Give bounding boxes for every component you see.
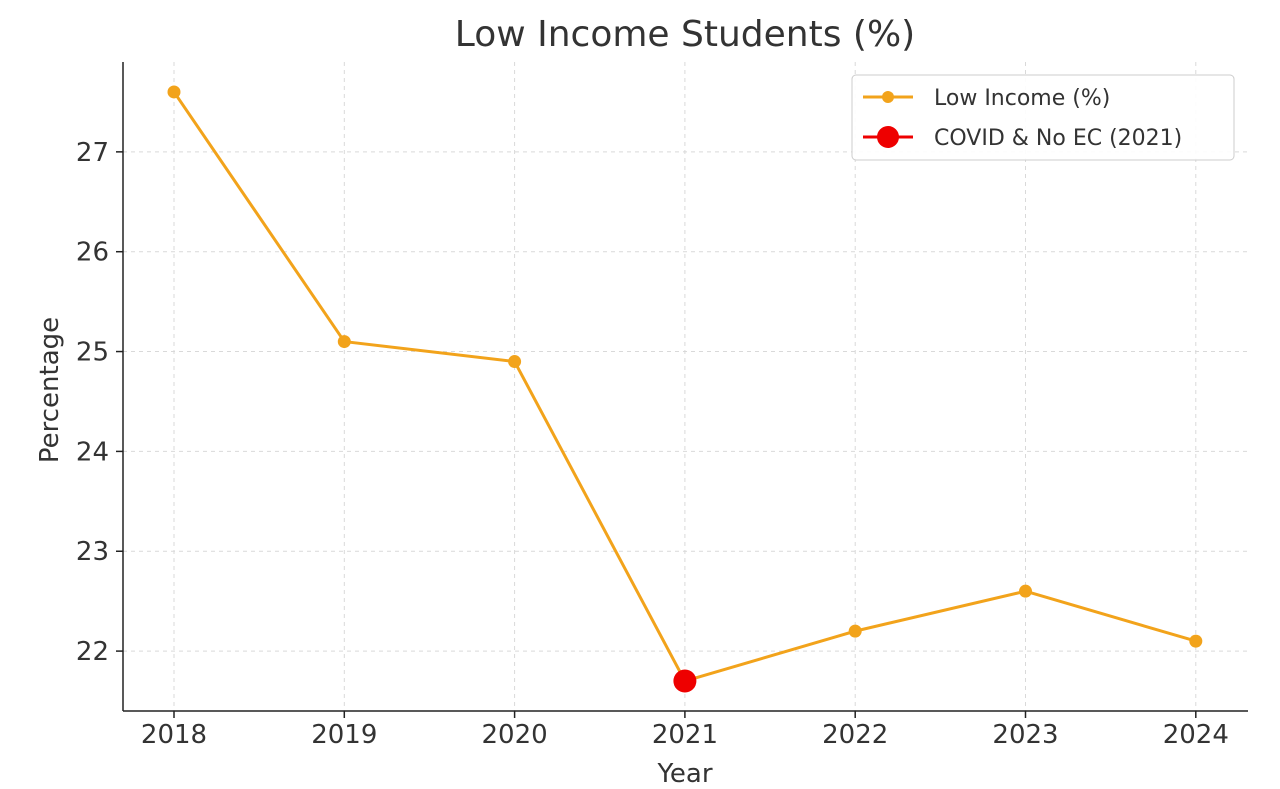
x-tick-label: 2021: [652, 720, 718, 750]
y-tick-label: 23: [76, 537, 109, 567]
grid: [123, 62, 1248, 711]
highlight-point: [673, 669, 697, 693]
legend-marker-low-income: [882, 91, 894, 103]
y-tick-label: 24: [76, 437, 109, 467]
y-ticks: 22 23 24 25 26 27: [76, 138, 123, 667]
legend: Low Income (%) COVID & No EC (2021): [851, 74, 1235, 161]
y-axis-label: Percentage: [35, 317, 65, 463]
series: [167, 85, 1203, 693]
y-tick-label: 22: [76, 637, 109, 667]
x-tick-label: 2023: [992, 720, 1058, 750]
legend-label-covid: COVID & No EC (2021): [934, 126, 1182, 151]
x-tick-label: 2020: [482, 720, 548, 750]
legend-label-low-income: Low Income (%): [934, 86, 1110, 111]
data-point: [1019, 584, 1032, 598]
x-tick-label: 2022: [822, 720, 888, 750]
x-tick-label: 2024: [1163, 720, 1229, 750]
data-point: [337, 335, 351, 349]
x-tick-label: 2018: [141, 720, 207, 750]
x-axis-label: Year: [656, 759, 712, 789]
data-point: [167, 85, 181, 99]
y-tick-label: 26: [76, 238, 109, 268]
data-point: [1189, 634, 1203, 648]
legend-marker-covid: [877, 126, 899, 148]
data-point: [508, 355, 522, 369]
x-tick-label: 2019: [311, 720, 377, 750]
chart-title: Low Income Students (%): [455, 14, 915, 55]
y-tick-label: 27: [76, 138, 109, 168]
x-ticks: 2018 2019 2020 2021 2022 2023 2024: [141, 711, 1229, 750]
y-tick-label: 25: [76, 338, 109, 368]
legend-box: [851, 74, 1235, 161]
data-point: [848, 624, 862, 638]
